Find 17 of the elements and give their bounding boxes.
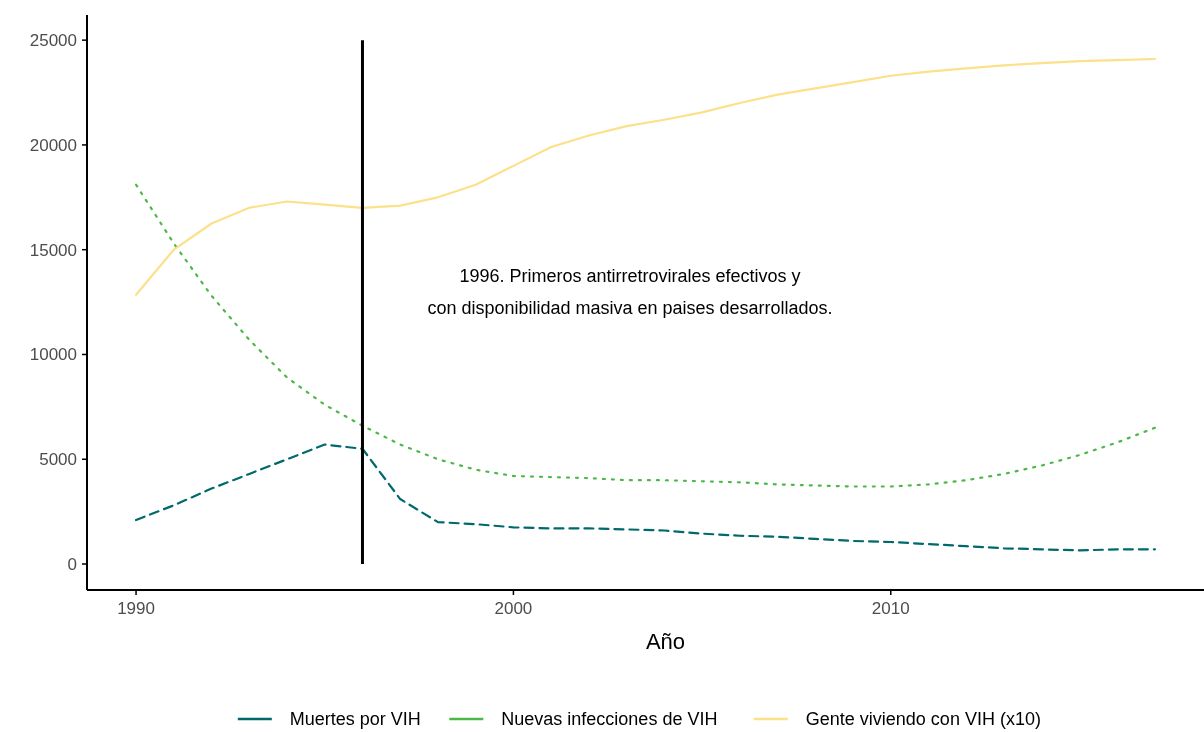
legend-label: Gente viviendo con VIH (x10) bbox=[805, 709, 1041, 730]
line-series bbox=[134, 443, 1157, 552]
y-tick-label: 20000 bbox=[29, 135, 77, 155]
x-tick-label: 1990 bbox=[117, 599, 155, 618]
legend-label: Nuevas infecciones de VIH bbox=[501, 709, 718, 730]
line-series bbox=[134, 57, 1157, 296]
x-axis-title: Año bbox=[645, 629, 686, 654]
y-tick-label: 25000 bbox=[29, 31, 77, 51]
y-tick-label: 0 bbox=[67, 554, 77, 574]
line-series bbox=[134, 183, 1157, 488]
legend-label: Muertes por VIH bbox=[289, 709, 421, 730]
y-tick-label: 10000 bbox=[29, 345, 77, 365]
y-tick-label: 15000 bbox=[29, 240, 77, 260]
y-tick-label: 5000 bbox=[39, 450, 77, 470]
x-tick-label: 2010 bbox=[871, 599, 910, 618]
annotation: 1996. Primeros antirretrovirales efectivos y con disponibilidad masiva en paises desarrollados. bbox=[427, 266, 833, 318]
x-tick-label: 2000 bbox=[494, 599, 533, 618]
